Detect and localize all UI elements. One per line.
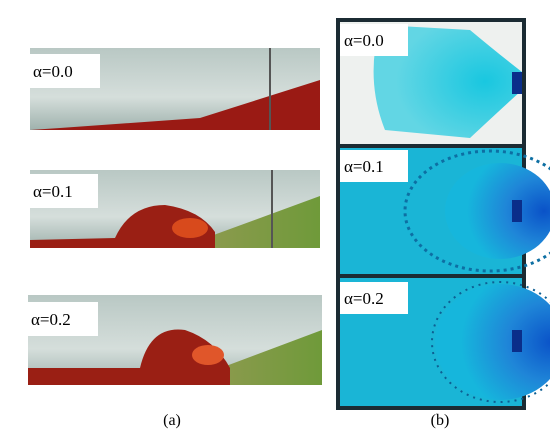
- label-box: [340, 150, 408, 182]
- image-label: α=0.1: [33, 182, 73, 201]
- panel-a: α=0.0 α=0.1 α=0.2 (a): [24, 48, 322, 429]
- image-label: α=0.0: [33, 62, 73, 81]
- image-label: α=0.1: [344, 157, 384, 176]
- photo: α=0.0: [340, 22, 522, 144]
- label-box: [26, 54, 100, 88]
- image-label: α=0.2: [31, 310, 71, 329]
- photo: α=0.0: [26, 48, 320, 130]
- photo: α=0.2: [24, 295, 322, 385]
- caption: (b): [431, 412, 450, 429]
- photo: α=0.1: [26, 170, 320, 248]
- label-box: [340, 282, 408, 314]
- photo: α=0.2: [340, 278, 550, 406]
- caption: (a): [163, 412, 181, 429]
- label-box: [26, 174, 98, 208]
- label-box: [24, 302, 98, 336]
- image-label: α=0.2: [344, 289, 384, 308]
- photo: α=0.1: [340, 148, 550, 274]
- image-label: α=0.0: [344, 31, 384, 50]
- panel-b: α=0.0 α=0.1 α=0.2 (b): [336, 18, 550, 429]
- label-box: [340, 24, 408, 56]
